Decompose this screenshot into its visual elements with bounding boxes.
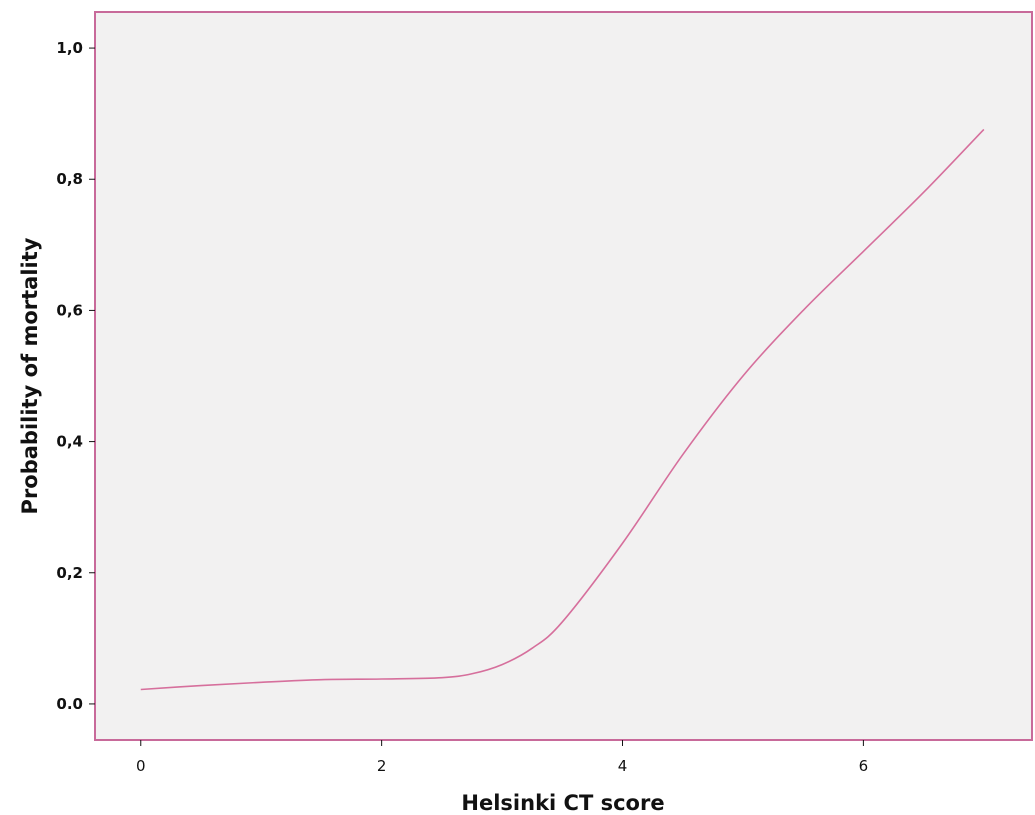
y-tick-label: 0,2 — [56, 564, 83, 582]
y-axis-title: Probability of mortality — [18, 237, 42, 514]
y-tick-label: 0,4 — [56, 433, 83, 451]
x-tick-label: 2 — [377, 757, 387, 775]
x-axis-ticks: 0 2 4 6 — [136, 740, 868, 775]
y-axis-ticks: 0.0 0,2 0,4 0,6 0,8 1,0 — [56, 39, 95, 713]
x-tick-label: 4 — [618, 757, 628, 775]
y-tick-label: 0.0 — [56, 695, 83, 713]
y-tick-label: 1,0 — [56, 39, 83, 57]
plot-area — [94, 11, 1033, 741]
y-tick-label: 0,8 — [56, 170, 83, 188]
mortality-probability-line — [140, 128, 985, 691]
y-tick-label: 0,6 — [56, 301, 83, 319]
x-tick-label: 0 — [136, 757, 146, 775]
x-axis-title: Helsinki CT score — [461, 791, 664, 815]
x-tick-label: 6 — [859, 757, 869, 775]
